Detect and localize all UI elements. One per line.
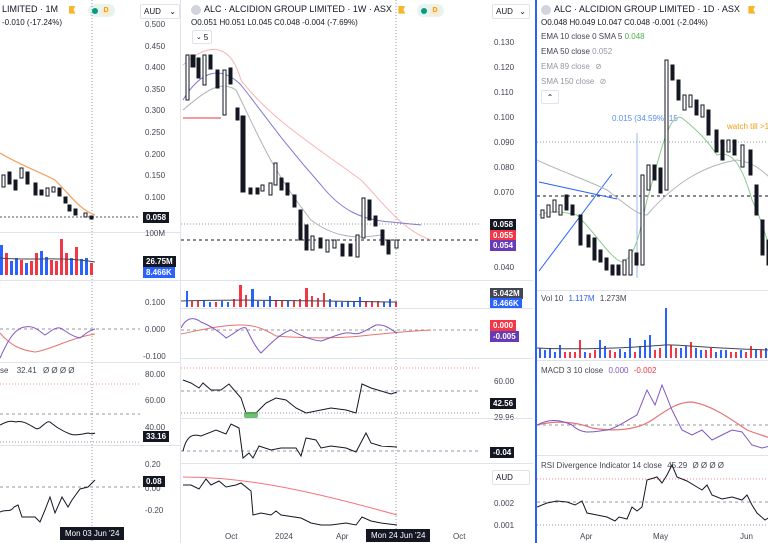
pane-divider[interactable] bbox=[537, 455, 768, 456]
crosshair-date-tag: Mon 24 Jun '24 bbox=[366, 529, 431, 542]
pane2-macd-chart bbox=[181, 318, 481, 354]
ma-price-tag: 0.055 bbox=[490, 230, 517, 241]
market-status-pill[interactable]: D bbox=[88, 4, 115, 17]
annotation-text[interactable]: watch till >10 bbox=[727, 122, 768, 131]
dividend-icon: D bbox=[101, 5, 111, 16]
pane1-osc-chart bbox=[0, 479, 140, 523]
dividend-icon: D bbox=[430, 5, 440, 16]
eye-hidden-icon[interactable]: ⊘ bbox=[595, 62, 602, 71]
volume-tag: 5.042M bbox=[490, 288, 523, 299]
pane-divider[interactable] bbox=[0, 232, 180, 233]
eye-hidden-icon[interactable]: ⊘ bbox=[599, 77, 607, 86]
indicator-ema89[interactable]: EMA 89 close ⊘ bbox=[541, 62, 602, 71]
volume-legend[interactable]: Vol 10 1.117M 1.273M bbox=[541, 294, 627, 303]
macd-value-tag: -0.005 bbox=[490, 331, 519, 342]
rsi-tag: 42.56 bbox=[490, 398, 517, 409]
pane1-change: -0.010 (-17.24%) bbox=[2, 18, 63, 27]
osc-tag: 0.08 bbox=[143, 476, 165, 487]
volume-ma-tag: 8.466K bbox=[143, 267, 175, 278]
chart-pane-weekly[interactable]: ALC · ALCIDION GROUP LIMITED · 1W · ASX … bbox=[181, 0, 533, 543]
currency-select[interactable]: AUD ⌄ bbox=[140, 4, 180, 19]
chevron-up-icon: ⌃ bbox=[546, 92, 554, 102]
last-price-tag: 0.058 bbox=[490, 219, 517, 230]
osc-tag: -0.04 bbox=[490, 447, 515, 458]
pane1-volume-chart bbox=[0, 239, 96, 275]
volume-tag: 26.75M bbox=[143, 256, 176, 267]
volume-ma-tag: 8.466K bbox=[490, 298, 522, 309]
pane-divider[interactable] bbox=[181, 418, 533, 419]
indicator-ema10[interactable]: EMA 10 close 0 SMA 5 0.048 bbox=[541, 32, 645, 41]
chart-pane-monthly[interactable]: LIMITED · 1M -0.010 (-17.24%) D AUD ⌄ 0.5… bbox=[0, 0, 180, 543]
symbol-logo-icon bbox=[541, 4, 551, 15]
market-status-pill[interactable]: D bbox=[417, 4, 444, 17]
pane-divider[interactable] bbox=[181, 308, 533, 309]
pane1-macd-chart bbox=[0, 326, 140, 359]
pane-divider[interactable] bbox=[0, 280, 180, 281]
pane2-bottom-chart bbox=[182, 476, 398, 526]
indicator-sma150[interactable]: SMA 150 close ⊘ bbox=[541, 77, 607, 86]
pane2-title: ALC · ALCIDION GROUP LIMITED · 1W · ASX bbox=[204, 4, 392, 14]
pane3-ohlc: O0.048 H0.049 L0.047 C0.048 -0.001 (-2.0… bbox=[541, 18, 708, 27]
flag-icon[interactable] bbox=[68, 5, 76, 14]
chart-pane-daily[interactable]: ALC · ALCIDION GROUP LIMITED · 1D · ASX … bbox=[535, 0, 768, 543]
macd-legend[interactable]: MACD 3 10 close 0.000 -0.002 bbox=[541, 366, 657, 375]
pane-divider[interactable] bbox=[0, 362, 180, 363]
pane2-rsi-chart bbox=[181, 367, 481, 418]
pane2-header[interactable]: ALC · ALCIDION GROUP LIMITED · 1W · ASX bbox=[191, 4, 406, 15]
pane2-volume-chart bbox=[181, 285, 398, 307]
pane3-header[interactable]: ALC · ALCIDION GROUP LIMITED · 1D · ASX bbox=[541, 4, 756, 15]
pane-divider[interactable] bbox=[181, 280, 533, 281]
currency-select-bottom[interactable]: AUD bbox=[492, 470, 530, 485]
flag-icon[interactable] bbox=[398, 5, 406, 14]
pane2-price-chart bbox=[181, 0, 481, 543]
pane-divider[interactable] bbox=[181, 358, 533, 359]
currency-select[interactable]: AUD ⌄ bbox=[492, 4, 530, 19]
crosshair-date-tag: Mon 03 Jun '24 bbox=[60, 527, 125, 540]
indicator-ema50[interactable]: EMA 50 close 0.052 bbox=[541, 47, 613, 56]
pane1-rsi-chart bbox=[0, 383, 140, 443]
chevron-down-icon: ⌄ bbox=[519, 7, 526, 16]
pane3-price-chart bbox=[537, 59, 768, 278]
pane-divider[interactable] bbox=[181, 463, 533, 464]
legend-expand-button[interactable]: ⌃ bbox=[541, 90, 559, 104]
pane1-price-chart bbox=[0, 0, 140, 543]
chevron-down-icon: ⌄ bbox=[169, 7, 176, 16]
pane-separator[interactable] bbox=[180, 0, 181, 543]
pane3-title: ALC · ALCIDION GROUP LIMITED · 1D · ASX bbox=[554, 4, 740, 14]
chevron-down-icon: ⌄ bbox=[195, 34, 202, 41]
market-open-icon bbox=[92, 7, 98, 14]
pane-divider[interactable] bbox=[0, 445, 180, 446]
last-price-tag: 0.058 bbox=[143, 212, 170, 223]
pane1-rsi-legend[interactable]: se 32.41 Ø Ø Ø Ø bbox=[0, 366, 75, 375]
pane1-title: LIMITED · 1M bbox=[2, 4, 59, 14]
pane3-macd-chart bbox=[537, 383, 768, 449]
symbol-logo-icon bbox=[191, 4, 201, 15]
pane3-volume-chart bbox=[537, 308, 768, 358]
pane-divider[interactable] bbox=[537, 290, 768, 291]
flag-icon[interactable] bbox=[748, 5, 756, 14]
pane2-osc-chart bbox=[181, 423, 481, 459]
rsi-tag: 33.16 bbox=[143, 431, 170, 442]
measure-label: 0.015 (34.59%) 15 bbox=[612, 114, 678, 123]
legend-collapse-button[interactable]: ⌄ 5 bbox=[192, 30, 212, 44]
ma2-price-tag: 0.054 bbox=[490, 240, 517, 251]
macd-signal-tag: 0.000 bbox=[490, 320, 517, 331]
pane1-header[interactable]: LIMITED · 1M bbox=[2, 4, 76, 14]
rsi-divergence-legend[interactable]: RSI Divergence Indicator 14 close 45.29 … bbox=[541, 461, 725, 470]
market-open-icon bbox=[421, 7, 427, 14]
pane-divider[interactable] bbox=[537, 360, 768, 361]
pane2-ohlc: O0.051 H0.051 L0.045 C0.048 -0.004 (-7.6… bbox=[191, 18, 358, 27]
pane3-rsi-chart bbox=[537, 463, 768, 526]
